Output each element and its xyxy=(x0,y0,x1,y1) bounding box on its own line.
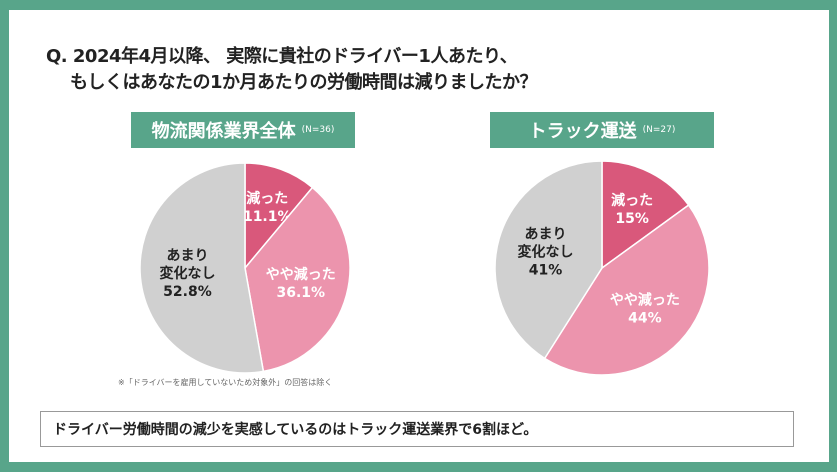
footnote: ※「ドライバーを雇用していないため対象外」の回答は除く xyxy=(118,378,333,387)
chart-2-slice-2-label: やや減った 44% xyxy=(610,291,680,326)
chart-2-slice-3 xyxy=(494,160,603,360)
chart-1-slice-1 xyxy=(244,162,314,271)
chart-1-slice-3 xyxy=(139,162,265,374)
chart-1-slice-2 xyxy=(244,186,351,373)
chart-2-slice-1 xyxy=(601,160,690,270)
chart-2-header: トラック運送 (N=27) xyxy=(490,112,714,148)
summary-box: ドライバー労働時間の減少を実感しているのはトラック運送業界で6割ほど。 xyxy=(40,411,794,447)
question-line-2: もしくはあなたの1か月あたりの労働時間は減りましたか？ xyxy=(70,72,538,93)
chart-1-slice-1-label: 減った 11.1% xyxy=(243,190,292,225)
chart-2-title: トラック運送 xyxy=(528,121,637,142)
chart-2-slice-2 xyxy=(543,204,710,376)
chart-2-slice-3-label: あまり変化なし 41% xyxy=(517,227,573,279)
chart-1-n: (N=36) xyxy=(301,125,335,135)
chart-1-title: 物流関係業界全体 xyxy=(151,121,296,142)
question-title: Q. 2024年4月以降、 実際に貴社のドライバー1人あたり、 もしくはあなたの… xyxy=(46,44,538,96)
chart-1-header: 物流関係業界全体 (N=36) xyxy=(131,112,355,148)
chart-1-slice-3-label: あまり変化なし 52.8% xyxy=(159,248,215,300)
question-line-1: Q. 2024年4月以降、 実際に貴社のドライバー1人あたり、 xyxy=(46,46,518,67)
chart-1-slice-2-label: やや減った 36.1% xyxy=(266,266,336,301)
chart-2-n: (N=27) xyxy=(642,125,676,135)
chart-2-slice-1-label: 減った 15% xyxy=(611,192,653,227)
summary-text: ドライバー労働時間の減少を実感しているのはトラック運送業界で6割ほど。 xyxy=(53,422,538,438)
